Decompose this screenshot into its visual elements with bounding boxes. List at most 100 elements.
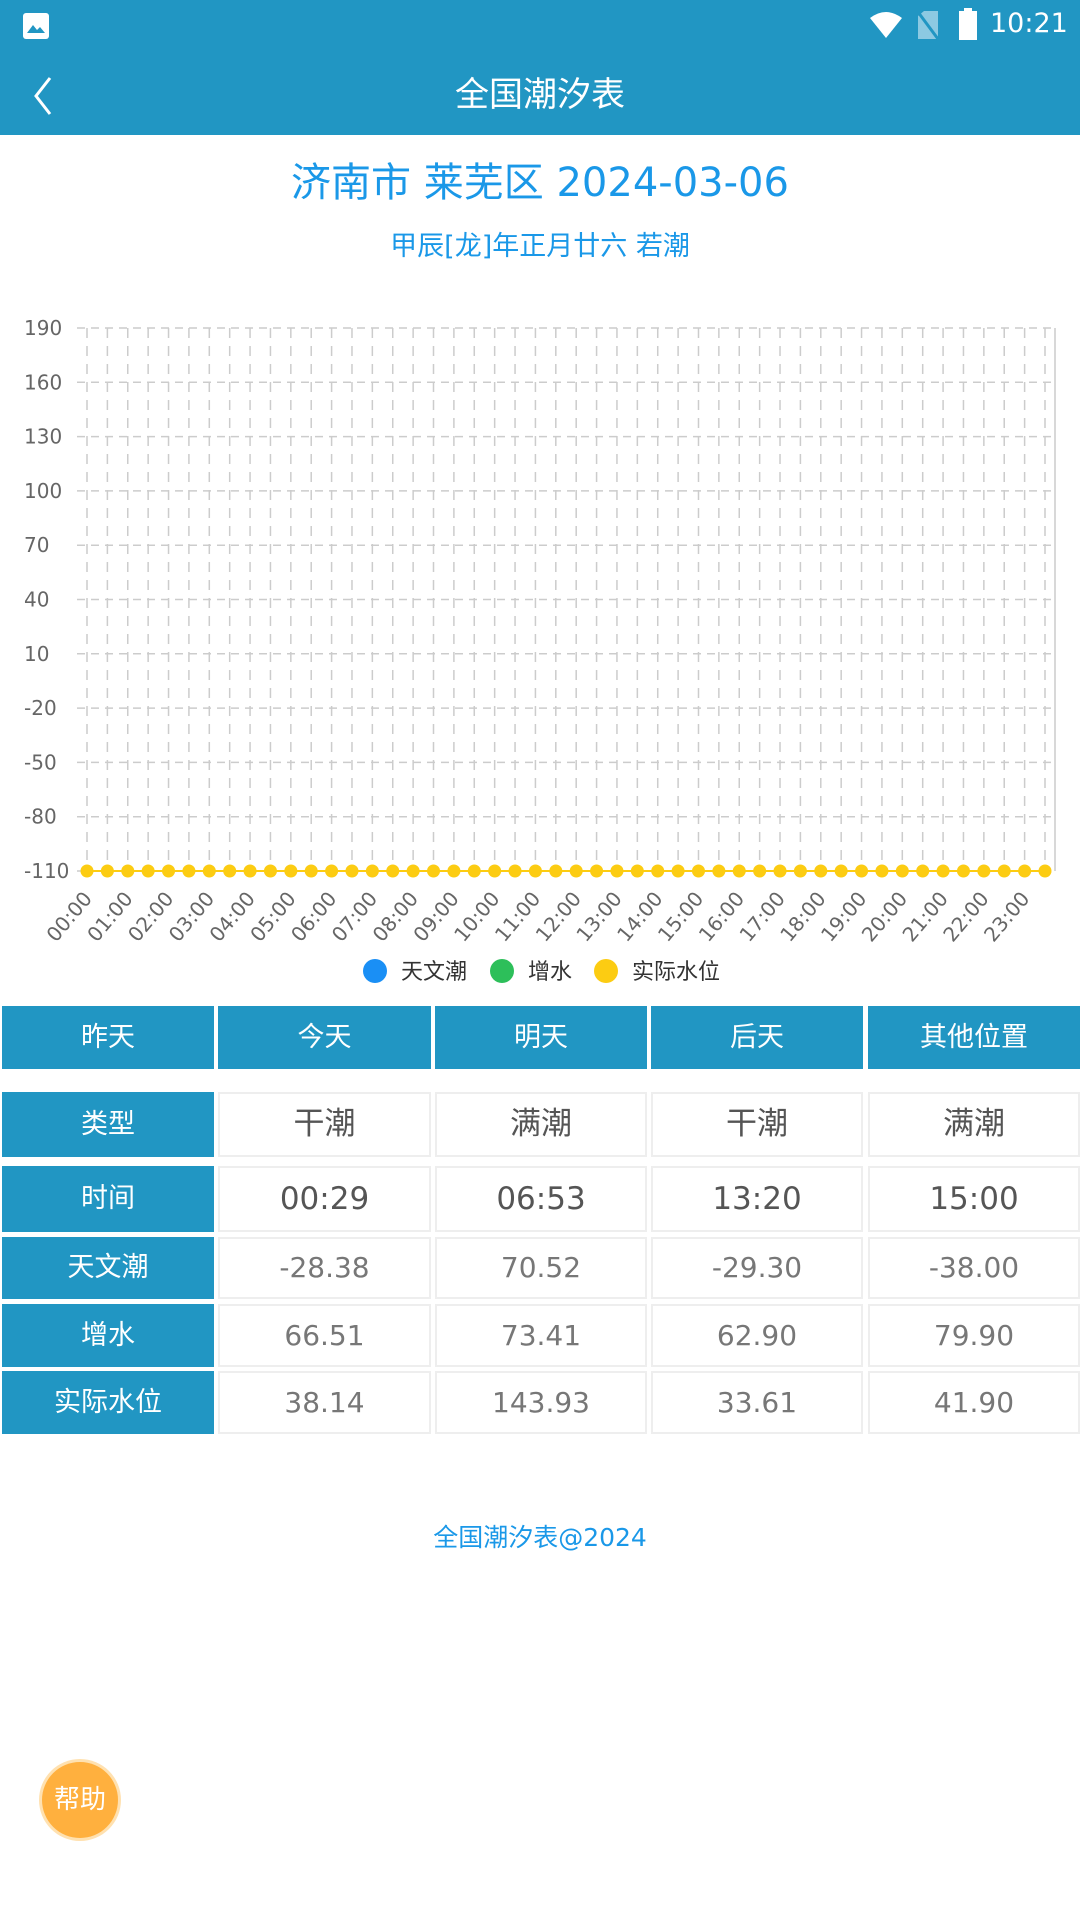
- table-cell: 70.52: [435, 1237, 647, 1299]
- row-header: 类型: [2, 1092, 214, 1157]
- legend-marker: [363, 959, 387, 983]
- y-tick-label: 100: [24, 479, 62, 503]
- actual-level-point: [447, 864, 461, 878]
- table-cell: 干潮: [218, 1092, 431, 1157]
- actual-level-point: [121, 864, 135, 878]
- wifi-icon: [870, 12, 902, 38]
- actual-level-point: [80, 864, 94, 878]
- actual-level-point: [365, 864, 379, 878]
- page-title: 全国潮汐表: [455, 75, 625, 115]
- actual-level-point: [977, 864, 991, 878]
- status-bar: 10:21: [0, 0, 1080, 56]
- actual-level-point: [651, 864, 665, 878]
- help-button[interactable]: 帮助: [42, 1762, 118, 1838]
- table-cell: -29.30: [651, 1237, 863, 1299]
- actual-level-point: [386, 864, 400, 878]
- no-sim-icon: [916, 11, 940, 40]
- actual-level-point: [691, 864, 705, 878]
- y-tick-label: -20: [24, 696, 57, 720]
- y-tick-label: 160: [24, 370, 62, 394]
- image-icon: [23, 13, 49, 39]
- actual-level-point: [875, 864, 889, 878]
- actual-level-point: [712, 864, 726, 878]
- legend-label: 天文潮: [401, 960, 467, 985]
- clock: 10:21: [990, 8, 1068, 39]
- legend-label: 实际水位: [632, 960, 720, 985]
- table-cell: 15:00: [868, 1166, 1080, 1232]
- table-cell: 66.51: [218, 1304, 431, 1367]
- y-tick-label: 40: [24, 588, 49, 612]
- y-tick-label: -50: [24, 750, 57, 774]
- lunar-date: 甲辰[龙]年正月廿六 若潮: [390, 231, 690, 262]
- legend-marker: [490, 959, 514, 983]
- location-date: 济南市 莱芜区 2024-03-06: [291, 160, 789, 206]
- actual-level-point: [569, 864, 583, 878]
- table-cell: 143.93: [435, 1371, 647, 1434]
- table-cell: 38.14: [218, 1371, 431, 1434]
- y-tick-label: 70: [24, 533, 49, 557]
- row-header: 时间: [2, 1166, 214, 1232]
- actual-level-point: [753, 864, 767, 878]
- tab-3[interactable]: 后天: [651, 1006, 863, 1069]
- legend-marker: [594, 959, 618, 983]
- table-cell: -28.38: [218, 1237, 431, 1299]
- actual-level-point: [141, 864, 155, 878]
- actual-level-point: [610, 864, 624, 878]
- table-cell: 79.90: [868, 1304, 1080, 1367]
- y-tick-label: 10: [24, 642, 49, 666]
- actual-level-point: [671, 864, 685, 878]
- row-header: 实际水位: [2, 1371, 214, 1434]
- actual-level-point: [1038, 864, 1052, 878]
- actual-level-point: [263, 864, 277, 878]
- actual-level-point: [814, 864, 828, 878]
- actual-level-point: [773, 864, 787, 878]
- back-button[interactable]: [28, 74, 58, 118]
- actual-level-point: [223, 864, 237, 878]
- actual-level-point: [528, 864, 542, 878]
- y-tick-label: -110: [24, 859, 69, 883]
- actual-level-point: [284, 864, 298, 878]
- table-cell: 满潮: [435, 1092, 647, 1157]
- actual-level-point: [488, 864, 502, 878]
- actual-level-point: [895, 864, 909, 878]
- table-cell: -38.00: [868, 1237, 1080, 1299]
- actual-level-point: [182, 864, 196, 878]
- actual-level-point: [427, 864, 441, 878]
- table-cell: 06:53: [435, 1166, 647, 1232]
- tab-4[interactable]: 其他位置: [868, 1006, 1080, 1069]
- actual-level-point: [997, 864, 1011, 878]
- y-tick-label: 190: [24, 316, 62, 340]
- actual-level-point: [936, 864, 950, 878]
- actual-level-point: [956, 864, 970, 878]
- actual-level-point: [590, 864, 604, 878]
- actual-level-point: [793, 864, 807, 878]
- actual-level-point: [162, 864, 176, 878]
- actual-level-point: [1018, 864, 1032, 878]
- tide-chart: 190160130100704010-20-50-80-11000:0001:0…: [24, 316, 1056, 985]
- actual-level-point: [508, 864, 522, 878]
- actual-level-point: [916, 864, 930, 878]
- actual-level-point: [100, 864, 114, 878]
- actual-level-point: [630, 864, 644, 878]
- actual-level-point: [467, 864, 481, 878]
- actual-level-point: [202, 864, 216, 878]
- footer-text: 全国潮汐表@2024: [433, 1523, 647, 1552]
- y-tick-label: 130: [24, 425, 62, 449]
- legend-label: 增水: [528, 960, 572, 985]
- actual-level-point: [549, 864, 563, 878]
- table-cell: 33.61: [651, 1371, 863, 1434]
- app-bar: 全国潮汐表: [0, 56, 1080, 135]
- actual-level-point: [732, 864, 746, 878]
- table-cell: 62.90: [651, 1304, 863, 1367]
- table-cell: 73.41: [435, 1304, 647, 1367]
- actual-level-point: [304, 864, 318, 878]
- y-tick-label: -80: [24, 805, 57, 829]
- tab-2[interactable]: 明天: [435, 1006, 647, 1069]
- actual-level-point: [406, 864, 420, 878]
- table-cell: 满潮: [868, 1092, 1080, 1157]
- tab-1[interactable]: 今天: [218, 1006, 431, 1069]
- actual-level-point: [834, 864, 848, 878]
- table-cell: 00:29: [218, 1166, 431, 1232]
- table-cell: 41.90: [868, 1371, 1080, 1434]
- tab-0[interactable]: 昨天: [2, 1006, 214, 1069]
